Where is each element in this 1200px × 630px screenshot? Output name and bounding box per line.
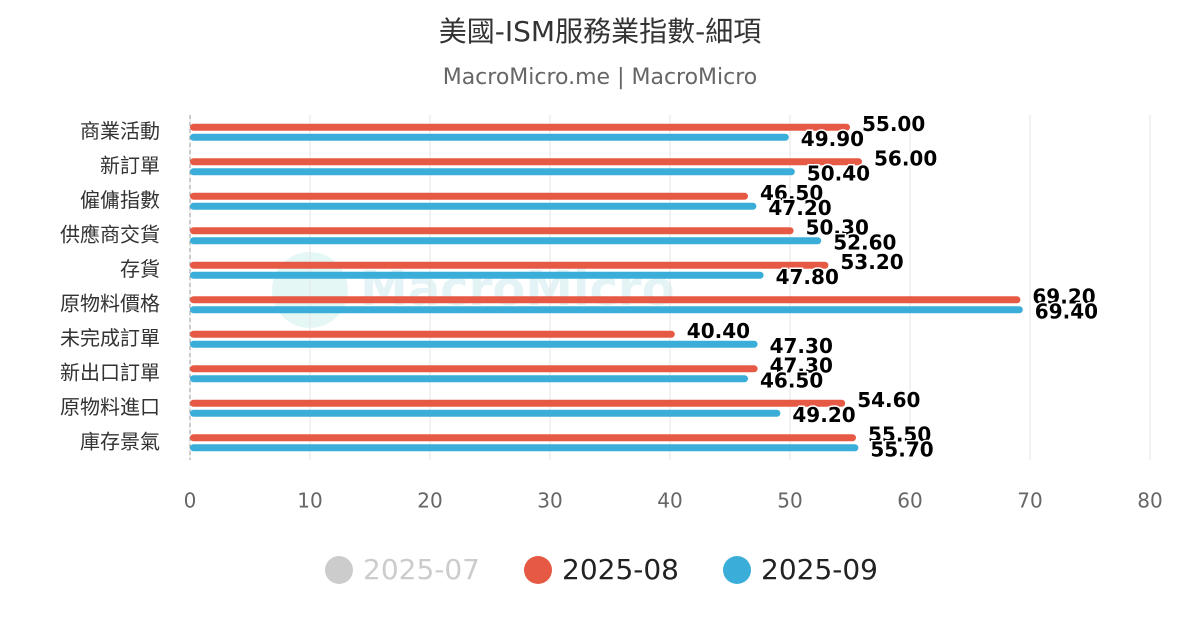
data-label: 47.30 <box>770 353 833 377</box>
bar <box>190 296 1021 304</box>
y-tick-label: 庫存景氣 <box>80 429 160 453</box>
x-tick-label: 10 <box>297 489 322 513</box>
bar <box>190 133 789 141</box>
data-label: 50.30 <box>806 215 869 239</box>
bar <box>190 375 748 383</box>
x-tick-label: 60 <box>897 489 922 513</box>
data-label: 40.40 <box>687 319 750 343</box>
data-label: 47.80 <box>776 265 839 289</box>
data-label: 52.60 <box>833 230 896 254</box>
data-label: 47.30 <box>770 334 833 358</box>
bar <box>190 261 829 269</box>
bar <box>190 306 1023 314</box>
legend-item[interactable]: 2025-08 <box>524 553 679 586</box>
y-tick-label: 新出口訂單 <box>60 360 160 384</box>
data-label: 69.20 <box>1032 284 1095 308</box>
bar <box>190 399 846 407</box>
bar <box>190 434 856 442</box>
y-tick-label: 供應商交貨 <box>60 222 160 246</box>
x-tick-label: 40 <box>657 489 682 513</box>
legend-label: 2025-09 <box>761 553 878 586</box>
legend-swatch <box>524 556 552 584</box>
y-tick-label: 商業活動 <box>80 119 160 143</box>
data-label: 55.50 <box>868 422 931 446</box>
bar <box>190 409 781 417</box>
data-label: 55.70 <box>870 437 933 461</box>
y-tick-label: 僱傭指數 <box>80 188 160 212</box>
x-tick-label: 20 <box>417 489 442 513</box>
bar <box>190 158 862 166</box>
x-tick-label: 80 <box>1137 489 1162 513</box>
y-tick-label: 原物料價格 <box>60 291 160 315</box>
data-label: 49.20 <box>792 403 855 427</box>
bar <box>190 227 794 235</box>
legend-swatch <box>723 556 751 584</box>
data-label: 55.00 <box>862 112 925 136</box>
data-label: 50.40 <box>807 161 870 185</box>
data-label: 56.00 <box>874 146 937 170</box>
x-tick-label: 70 <box>1017 489 1042 513</box>
chart-title: 美國-ISM服務業指數-細項 <box>439 15 761 48</box>
x-tick-label: 50 <box>777 489 802 513</box>
x-tick-label: 0 <box>184 489 197 513</box>
data-label: 69.40 <box>1035 299 1098 323</box>
data-label: 47.20 <box>768 196 831 220</box>
bar <box>190 271 764 279</box>
bar <box>190 365 758 373</box>
legend-swatch <box>325 556 353 584</box>
legend-label: 2025-08 <box>562 553 679 586</box>
y-tick-label: 未完成訂單 <box>60 326 160 350</box>
x-tick-label: 30 <box>537 489 562 513</box>
legend-item[interactable]: 2025-09 <box>723 553 878 586</box>
chart-subtitle: MacroMicro.me | MacroMicro <box>443 65 758 90</box>
legend-item[interactable]: 2025-07 <box>325 553 480 586</box>
bar <box>190 202 757 210</box>
data-label: 46.50 <box>760 368 823 392</box>
y-tick-label: 存貨 <box>120 257 160 281</box>
legend-label: 2025-07 <box>363 553 480 586</box>
bar <box>190 123 850 131</box>
bar <box>190 444 859 452</box>
bar <box>190 237 822 245</box>
y-tick-label: 新訂單 <box>100 153 160 177</box>
data-label: 54.60 <box>857 388 920 412</box>
bar <box>190 192 748 200</box>
bar <box>190 168 795 176</box>
data-label: 49.90 <box>801 127 864 151</box>
bar <box>190 340 758 348</box>
y-tick-label: 原物料進口 <box>60 395 160 419</box>
data-label: 53.20 <box>840 250 903 274</box>
bar <box>190 330 675 338</box>
data-label: 46.50 <box>760 181 823 205</box>
